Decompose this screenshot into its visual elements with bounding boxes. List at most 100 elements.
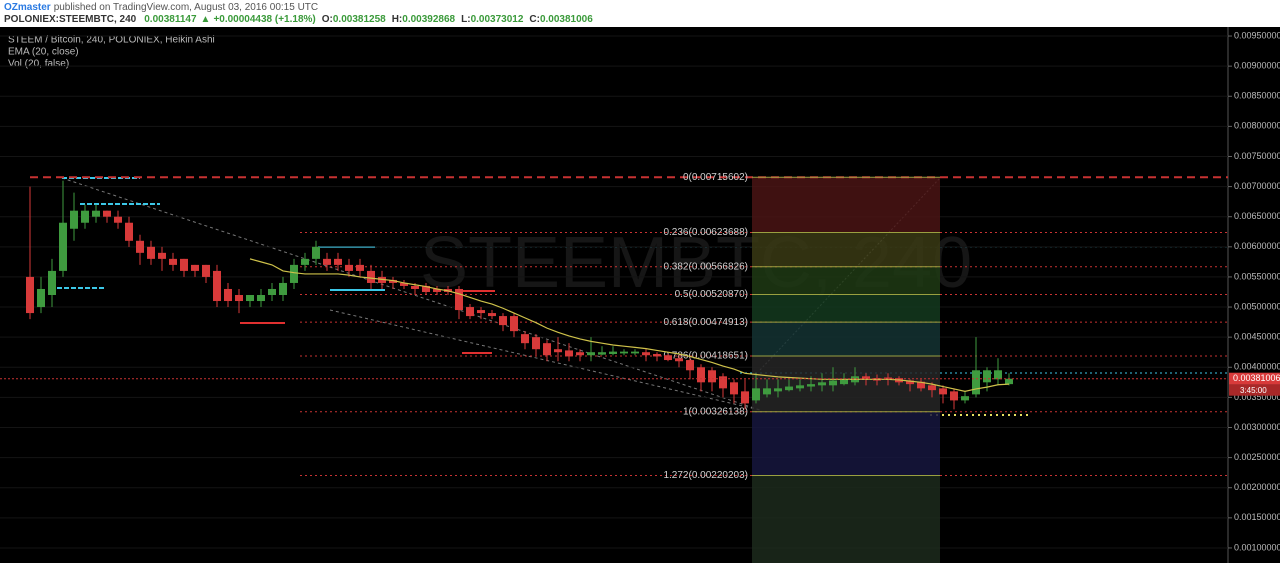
candle-body (609, 351, 617, 355)
candle-body (565, 350, 573, 357)
candle-body (147, 246, 155, 259)
candle-body (301, 258, 309, 265)
candle-body (158, 252, 166, 259)
y-tick-label: 0.00900000 (1234, 61, 1280, 71)
candle-body (268, 288, 276, 295)
candle-body (708, 370, 716, 383)
candle-body (312, 246, 320, 259)
candle-body (763, 388, 771, 395)
y-tick-label: 0.00750000 (1234, 151, 1280, 161)
candle-body (279, 282, 287, 295)
legend-indicator: EMA (20, close) (8, 47, 79, 58)
candle-body (213, 270, 221, 302)
ohlc-value: 0.00381258 (333, 14, 386, 25)
candle-body (785, 386, 793, 391)
candle-body (741, 391, 749, 404)
candle-body (906, 380, 914, 385)
candle-body (59, 222, 67, 271)
candle-body (499, 316, 507, 326)
candle-body (543, 343, 551, 356)
y-tick-label: 0.00300000 (1234, 422, 1280, 432)
candle-body (796, 385, 804, 389)
ohlc: O:0.00381258 H:0.00392868 L:0.00373012 C:0.… (322, 14, 593, 25)
candle-body (235, 295, 243, 302)
candle-body (389, 279, 397, 283)
fib-label: 0.786(0.00418651) (663, 351, 748, 362)
plot-area (0, 27, 1228, 563)
candle-body (180, 258, 188, 271)
candle-body (620, 351, 628, 354)
candle-body (587, 352, 595, 356)
candle-body (950, 391, 958, 401)
countdown: 3:45:00 (1240, 386, 1267, 395)
y-tick-label: 0.00150000 (1234, 512, 1280, 522)
candle-body (191, 264, 199, 271)
candle-body (367, 270, 375, 283)
candle-body (917, 381, 925, 389)
candle-body (26, 276, 34, 314)
change-arrow: ▲ (201, 14, 211, 25)
candle-body (928, 385, 936, 391)
candle-body (169, 258, 177, 265)
candle-body (323, 258, 331, 265)
candle-body (411, 285, 419, 289)
candle-body (972, 370, 980, 395)
ohlc-value: 0.00373012 (471, 14, 524, 25)
quote-line: POLONIEX:STEEMBTC, 240 0.00381147 ▲ +0.0000… (4, 14, 593, 25)
candle-body (598, 352, 606, 355)
fib-band (752, 475, 940, 563)
candle-body (675, 358, 683, 362)
candle-body (686, 360, 694, 371)
candle-body (840, 379, 848, 385)
candle-body (114, 216, 122, 223)
candle-body (70, 210, 78, 229)
y-tick-label: 0.00400000 (1234, 362, 1280, 372)
candle-body (554, 349, 562, 353)
candle-body (246, 295, 254, 302)
y-tick-label: 0.00700000 (1234, 181, 1280, 191)
last-price: 0.00381147 (144, 14, 197, 25)
trend-line (329, 309, 761, 411)
y-tick-label: 0.00250000 (1234, 452, 1280, 462)
candle-body (466, 307, 474, 317)
candle-body (642, 352, 650, 356)
header-bar (0, 0, 1280, 27)
ohlc-label: C: (529, 14, 540, 25)
candle-body (983, 370, 991, 383)
candle-body (422, 285, 430, 292)
y-tick-label: 0.00200000 (1234, 482, 1280, 492)
candle-body (455, 288, 463, 311)
candle-body (532, 337, 540, 350)
candle-body (136, 240, 144, 253)
fib-label: 0.382(0.00566826) (663, 261, 748, 272)
legend-indicator: Vol (20, false) (8, 59, 69, 70)
candle-body (103, 210, 111, 217)
candle-body (576, 352, 584, 356)
candle-body (257, 295, 265, 302)
candle-body (356, 264, 364, 271)
candle-body (345, 264, 353, 271)
y-tick-label: 0.00600000 (1234, 241, 1280, 251)
y-tick-label: 0.00550000 (1234, 271, 1280, 281)
fib-label: 0.5(0.00520870) (675, 289, 748, 300)
candle-body (334, 258, 342, 265)
y-tick-label: 0.00650000 (1234, 211, 1280, 221)
candle-body (862, 376, 870, 380)
fib-label: 0.236(0.00623688) (663, 227, 748, 238)
candle-body (664, 355, 672, 361)
candle-body (37, 288, 45, 308)
y-tick-label: 0.00950000 (1234, 30, 1280, 40)
ohlc-label: L: (461, 14, 470, 25)
y-tick-label: 0.00450000 (1234, 332, 1280, 342)
fib-band (752, 266, 940, 295)
candle-body (730, 382, 738, 395)
candle-body (697, 367, 705, 383)
fib-band (752, 411, 940, 476)
author[interactable]: OZmaster (4, 2, 51, 13)
candle-body (807, 384, 815, 387)
candle-body (774, 388, 782, 392)
countdown-box (1229, 384, 1280, 396)
candle-body (92, 210, 100, 217)
header-line: OZmaster published on TradingView.com, Au… (4, 2, 318, 13)
price-label-box (1229, 372, 1280, 385)
